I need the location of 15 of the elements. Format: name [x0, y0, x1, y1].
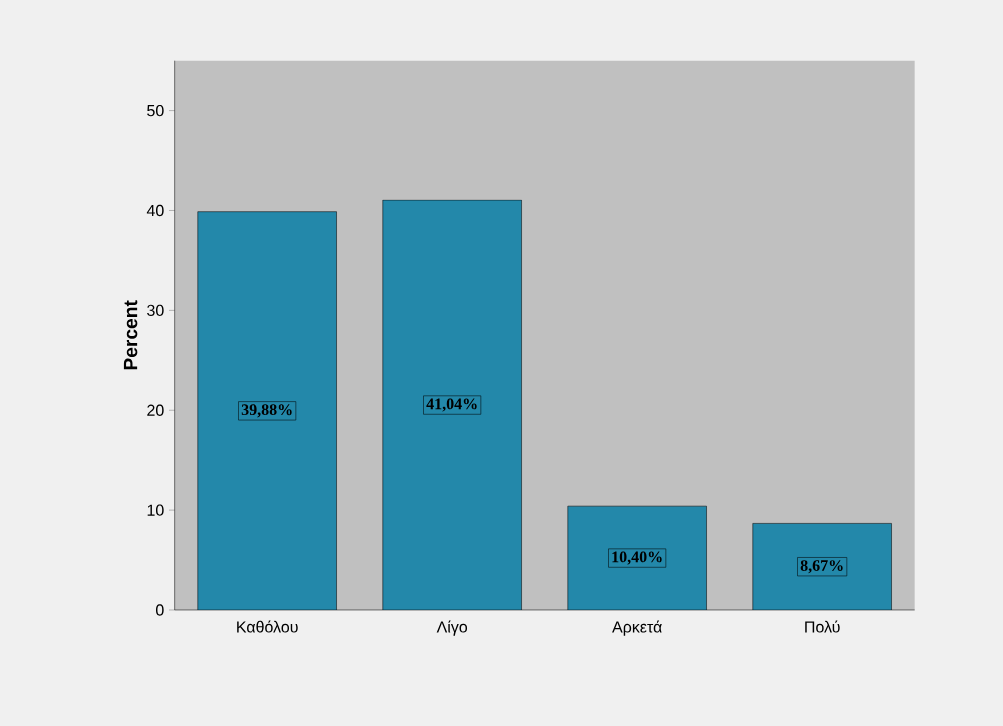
y-tick-label: 20 [147, 404, 164, 416]
y-tick-label: 10 [147, 504, 164, 516]
y-tick-label: 40 [146, 204, 164, 217]
x-tick-label: Καθόλου [237, 620, 298, 633]
y-axis-title: Percent [123, 300, 138, 370]
data-label: 39,88% [241, 404, 292, 418]
data-label: 41,04% [426, 398, 477, 412]
x-tick-label: Πολύ [805, 620, 840, 633]
y-tick-label: 50 [147, 104, 164, 117]
y-tick-label: 30 [147, 304, 164, 317]
x-tick-label: Λίγο [436, 620, 468, 636]
y-tick-label: 0 [156, 604, 164, 616]
data-label: 10,40% [612, 551, 662, 565]
data-label: 8,67% [800, 560, 843, 574]
x-tick-label: Αρκετά [612, 620, 662, 636]
